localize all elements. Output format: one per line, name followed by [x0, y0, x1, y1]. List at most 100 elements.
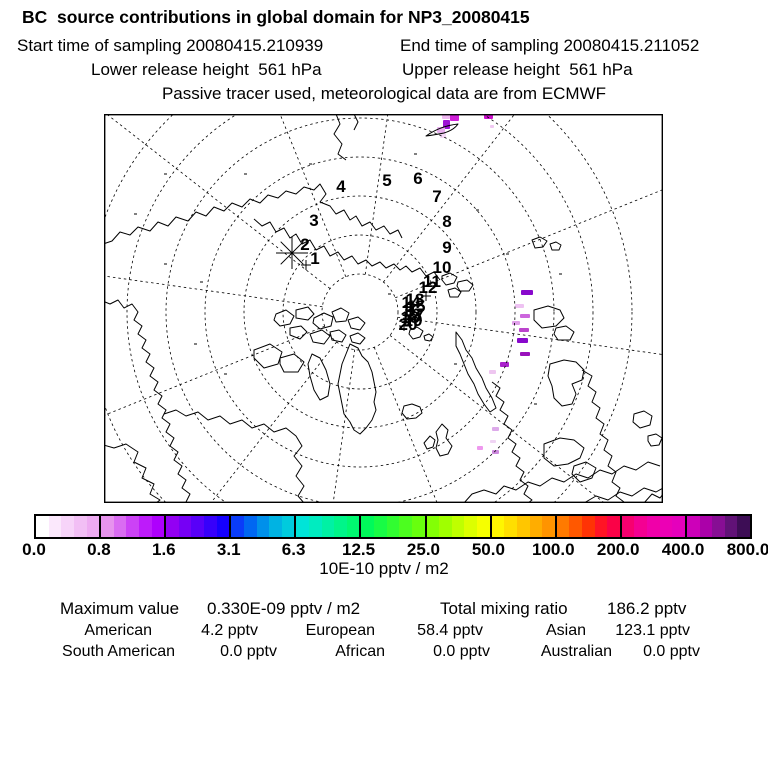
- coastlines-layer: [104, 114, 663, 503]
- tracer-note-text: Passive tracer used, meteorological data…: [161, 84, 607, 103]
- latitude-circle: [321, 273, 399, 351]
- colorbar-tick-label: 3.1: [216, 540, 241, 559]
- colorbar-cell: [556, 516, 570, 537]
- colorbar-cell: [204, 516, 217, 537]
- graticule-layer: [104, 114, 663, 503]
- stat-asian-value: 123.1 pptv: [615, 622, 690, 639]
- colorbar-cell: [699, 516, 713, 537]
- trajectory-point-label: 12: [419, 278, 438, 297]
- colorbar-tick-label: 12.5: [341, 540, 376, 559]
- polar-map-panel: 1 2 3 4 5 6 7 8 9 10 11 12 13 14 15 16 17 18 19 20: [104, 114, 663, 503]
- trajectory-point-label: 2: [300, 235, 309, 254]
- trajectory-point-label: 1: [310, 249, 319, 268]
- figure-title: BC source contributions in global domain…: [22, 7, 530, 27]
- stat-african-label: African: [335, 643, 385, 660]
- meridian-line: [373, 347, 438, 503]
- colorbar-tick-label: 400.0: [661, 540, 705, 559]
- colorbar-cell: [477, 516, 490, 537]
- colorbar-cell: [672, 516, 685, 537]
- colorbar-cell: [464, 516, 478, 537]
- colorbar-tick-label: 6.3: [281, 540, 306, 559]
- bc-plume-patch: [517, 338, 528, 343]
- colorbar-cell: [594, 516, 608, 537]
- colorbar-cell: [647, 516, 660, 537]
- latitude-circle: [126, 114, 594, 503]
- stat-australian-label: Australian: [540, 643, 612, 660]
- trajectory-point-label: 16: [402, 301, 421, 320]
- stat-european-value: 58.4 pptv: [417, 622, 483, 639]
- meridian-line: [332, 349, 356, 503]
- colorbar-cell: [621, 516, 635, 537]
- colorbar-cell: [61, 516, 74, 537]
- trajectory-point-label: 20: [399, 315, 418, 334]
- colorbar-segment: [229, 516, 295, 537]
- total-mixing-ratio-value: 186.2 pptv: [607, 599, 687, 618]
- colorbar-cell: [712, 516, 725, 537]
- colorbar-tick-label: 200.0: [596, 540, 640, 559]
- trajectory-point-label: 8: [442, 212, 451, 231]
- trajectory-point-label: 4: [336, 177, 346, 196]
- stat-australian-value: 0.0 pptv: [643, 643, 700, 660]
- total-mixing-ratio-label: Total mixing ratio: [440, 599, 568, 618]
- map-frame: [104, 114, 663, 503]
- latitude-circle: [104, 114, 633, 503]
- bc-plume-patch: [489, 370, 496, 374]
- colorbar-cell: [178, 516, 192, 537]
- colorbar-cell: [86, 516, 100, 537]
- stat-asian-label: Asian: [545, 622, 586, 639]
- colorbar-cell: [296, 516, 309, 537]
- colorbar-cell: [659, 516, 673, 537]
- colorbar: [34, 514, 752, 539]
- meridian-line: [104, 275, 323, 308]
- upper-release-text: Upper release height 561 hPa: [402, 60, 633, 79]
- end-time-text: End time of sampling 20080415.211052: [400, 36, 700, 55]
- bc-plume-patch: [492, 427, 499, 431]
- colorbar-tick-label: 25.0: [406, 540, 440, 559]
- colorbar-segment: [99, 516, 165, 537]
- trajectory-point-label: 3: [309, 211, 318, 230]
- colorbar-cell: [191, 516, 205, 537]
- colorbar-cell: [334, 516, 347, 537]
- colorbar-cell: [36, 516, 49, 537]
- colorbar-tick-label: 800.0: [726, 540, 768, 559]
- colorbar-cell: [516, 516, 530, 537]
- colorbar-cell: [256, 516, 270, 537]
- trajectory-point-label: 5: [382, 171, 391, 190]
- trajectory-point-label: 18: [401, 308, 420, 327]
- trajectory-tick-mark: [421, 291, 431, 301]
- trajectory-point-label: 10: [433, 258, 452, 277]
- colorbar-cell: [607, 516, 620, 537]
- colorbar-unit-label: 10E-10 pptv / m2: [319, 559, 449, 578]
- trajectory-point-label: 17: [406, 305, 425, 324]
- colorbar-cell: [374, 516, 387, 537]
- colorbar-tick-label: 50.0: [471, 540, 505, 559]
- colorbar-cell: [48, 516, 62, 537]
- bc-plume-patch: [440, 133, 446, 138]
- colorbar-cell: [231, 516, 244, 537]
- colorbar-cell: [426, 516, 440, 537]
- trajectory-point-label: 7: [432, 187, 441, 206]
- colorbar-cell: [491, 516, 505, 537]
- trajectory-point-label: 9: [442, 238, 451, 257]
- colorbar-segment: [489, 516, 555, 537]
- colorbar-cell: [101, 516, 114, 537]
- trajectory-point-label: 15: [407, 297, 426, 316]
- colorbar-segment: [424, 516, 490, 537]
- colorbar-cell: [113, 516, 127, 537]
- latitude-circle: [282, 234, 438, 390]
- colorbar-cell: [73, 516, 87, 537]
- colorbar-cell: [724, 516, 738, 537]
- stat-european-label: European: [305, 622, 375, 639]
- trajectory-point-label: 13: [406, 290, 425, 309]
- max-value-number: 0.330E-09 pptv / m2: [207, 599, 361, 618]
- bc-plume-patch: [512, 321, 520, 325]
- colorbar-cell: [346, 516, 360, 537]
- meridian-line: [389, 335, 606, 503]
- meridian-line: [395, 189, 663, 299]
- colorbar-segment: [294, 516, 360, 537]
- stat-american-label: American: [84, 622, 152, 639]
- trajectory-tick-mark: [399, 321, 409, 331]
- colorbar-segment: [164, 516, 230, 537]
